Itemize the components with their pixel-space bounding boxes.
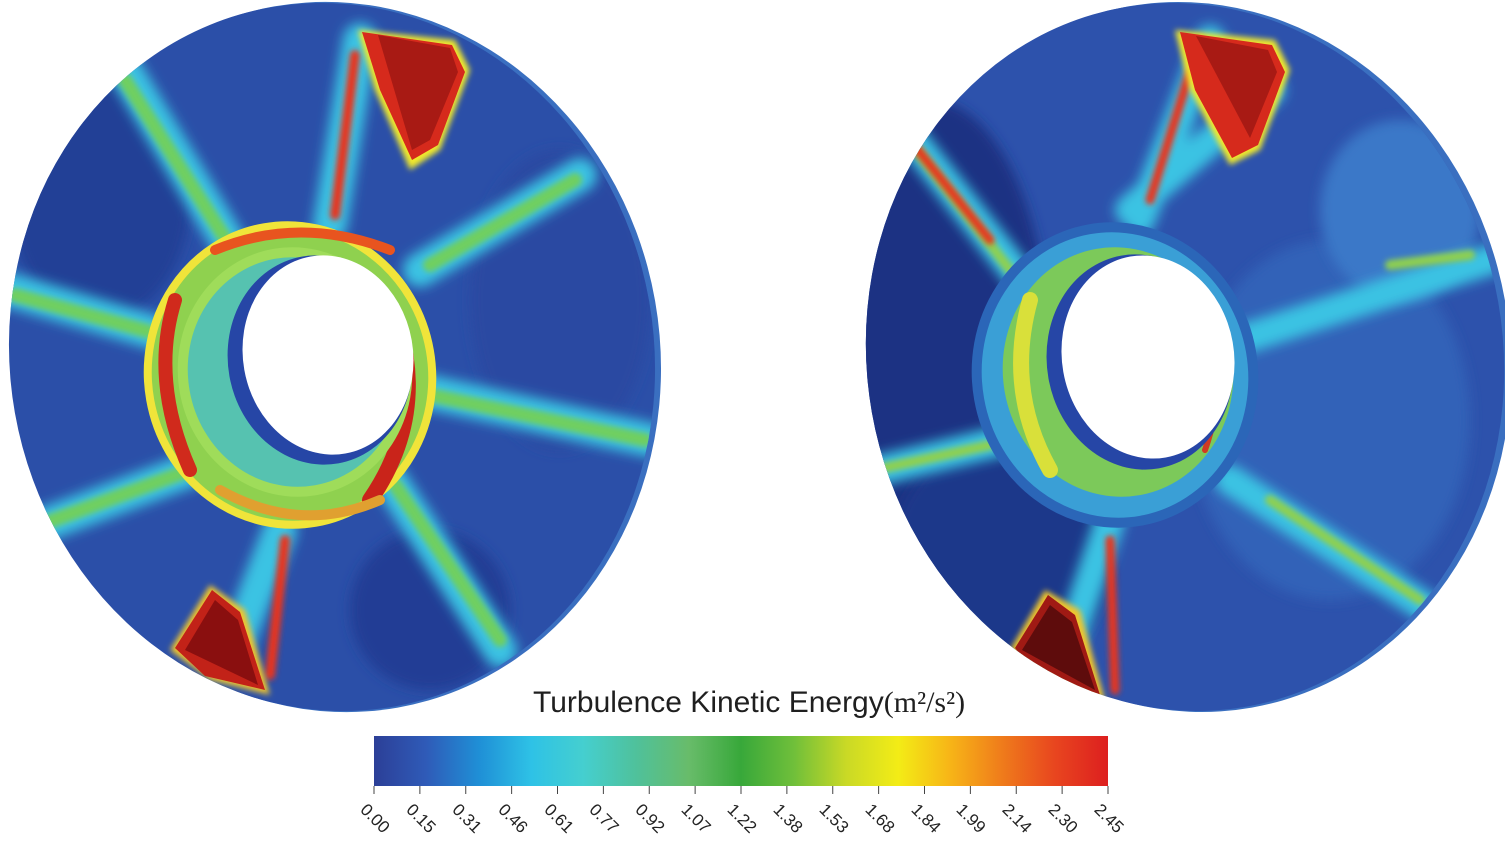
colorbar-tick-label: 0.00: [356, 800, 394, 837]
colorbar-tick-label: 1.38: [769, 800, 807, 837]
colorbar-tick-label: 1.22: [723, 800, 761, 837]
left-disc: [0, 1, 667, 713]
colorbar-tick-label: 1.53: [815, 800, 853, 837]
colorbar-tick-label: 1.84: [907, 800, 944, 837]
colorbar-tick-label: 2.14: [998, 800, 1036, 837]
colorbar-tick-label: 2.45: [1090, 800, 1128, 837]
colorbar-tick-label: 0.31: [448, 800, 486, 837]
colorbar-tick-label: 0.15: [402, 800, 440, 837]
colorbar-tick-label: 1.99: [952, 800, 990, 837]
colorbar-tick-label: 0.92: [631, 800, 669, 837]
colorbar-gradient: [374, 736, 1108, 786]
colorbar-tick-label: 1.07: [677, 800, 715, 837]
colorbar-tick-label: 2.30: [1044, 800, 1082, 837]
colorbar-tick-label: 0.77: [585, 800, 623, 837]
colorbar-tick-label: 0.61: [540, 800, 577, 837]
colorbar-tick-label: 0.46: [494, 800, 532, 837]
contour-discs: [0, 1, 1505, 713]
colorbar-tick-label: 1.68: [861, 800, 899, 837]
right-disc: [810, 2, 1505, 712]
